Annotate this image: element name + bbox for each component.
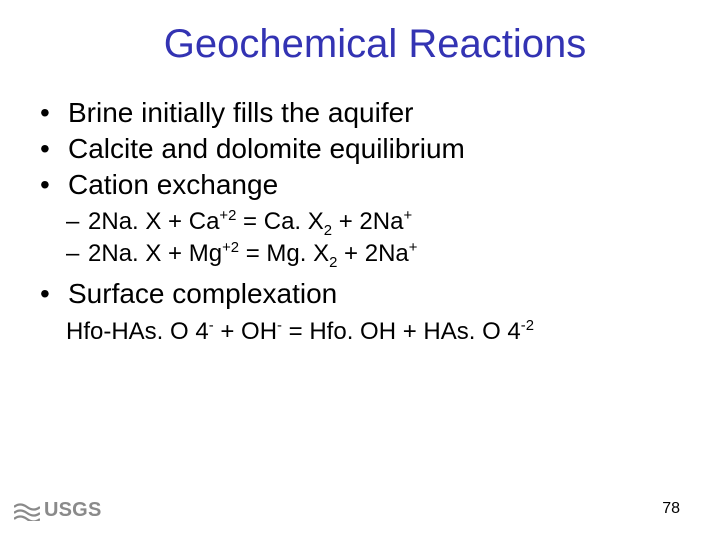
eq-text: = Mg. X xyxy=(239,240,329,267)
equation-mg: 2Na. X + Mg+2 = Mg. X2 + 2Na+ xyxy=(66,238,690,270)
eq-sup: +2 xyxy=(219,208,236,224)
eq-text: 2 xyxy=(88,240,101,267)
bullet-list: Brine initially fills the aquifer Calcit… xyxy=(30,95,690,202)
slide-title: Geochemical Reactions xyxy=(80,22,670,67)
bullet-list-2: Surface complexation xyxy=(30,276,690,312)
eq-text: 2 xyxy=(88,208,101,235)
equation-surface: Hfo-HAs. O 4- + OH- = Hfo. OH + HAs. O 4… xyxy=(30,316,690,348)
bullet-item: Brine initially fills the aquifer xyxy=(38,95,690,131)
eq-text: Na xyxy=(378,240,409,267)
eq-text: = Ca. X xyxy=(236,208,323,235)
eq-text: Na. X + Ca xyxy=(101,208,219,235)
eq-sub: 2 xyxy=(324,223,332,239)
eq-text: = Hfo. OH + HAs. O 4 xyxy=(282,318,521,345)
eq-text: Hfo-HAs. O 4 xyxy=(66,318,209,345)
eq-text: + 2 xyxy=(337,240,378,267)
bullet-item: Surface complexation xyxy=(38,276,690,312)
eq-text: Na xyxy=(373,208,404,235)
usgs-logo: USGS xyxy=(14,499,101,522)
eq-text: + 2 xyxy=(332,208,373,235)
logo-text: USGS xyxy=(44,499,101,522)
waves-icon xyxy=(14,501,40,521)
page-number: 78 xyxy=(662,500,680,518)
eq-sup: -2 xyxy=(521,318,534,334)
sub-list: 2Na. X + Ca+2 = Ca. X2 + 2Na+ 2Na. X + M… xyxy=(30,206,690,269)
bullet-item: Calcite and dolomite equilibrium xyxy=(38,131,690,167)
eq-sup: +2 xyxy=(222,240,239,256)
eq-sup: + xyxy=(403,208,412,224)
eq-sup: + xyxy=(409,240,418,256)
bullet-item: Cation exchange xyxy=(38,167,690,203)
equation-ca: 2Na. X + Ca+2 = Ca. X2 + 2Na+ xyxy=(66,206,690,238)
eq-text: Na. X + Mg xyxy=(101,240,222,267)
eq-text: + OH xyxy=(214,318,277,345)
slide-container: Geochemical Reactions Brine initially fi… xyxy=(0,0,720,540)
